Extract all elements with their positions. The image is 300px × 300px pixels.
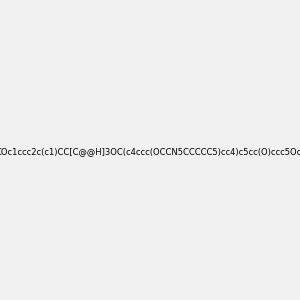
Text: COc1ccc2c(c1)CC[C@@H]3OC(c4ccc(OCCN5CCCCC5)cc4)c5cc(O)ccc5Oc23: COc1ccc2c(c1)CC[C@@H]3OC(c4ccc(OCCN5CCCC… bbox=[0, 147, 300, 156]
